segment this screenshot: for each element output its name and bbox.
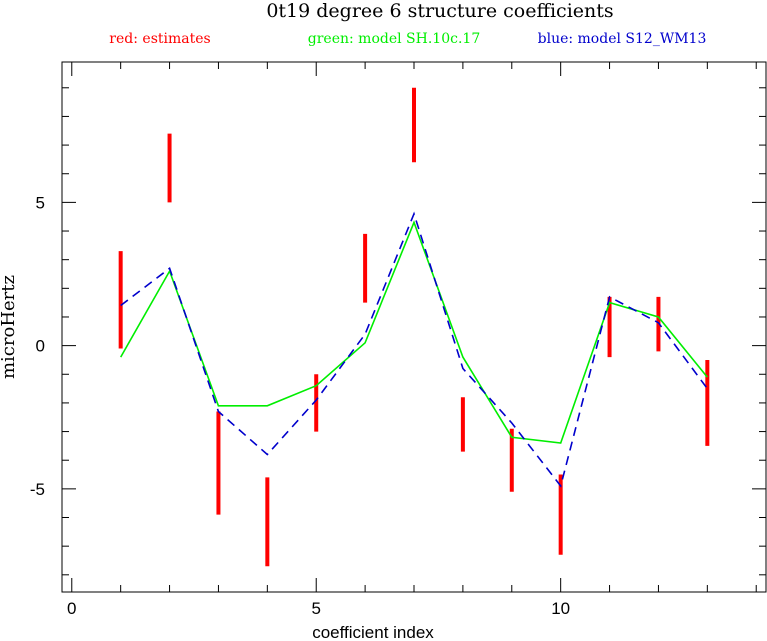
series-line-0 (120, 220, 708, 444)
legend: red: estimates green: model SH.10c.17 blue… (109, 31, 706, 47)
y-axis: -5 0 5 (30, 87, 766, 576)
model-series (120, 211, 708, 488)
x-axis-label: coefficient index (312, 623, 434, 641)
chart-title: 0t19 degree 6 structure coefficients (266, 0, 613, 22)
series-line-1 (120, 211, 708, 488)
x-axis: 0 5 10 (67, 62, 757, 618)
x-tick-label: 10 (551, 599, 570, 618)
x-tick-label: 0 (67, 599, 76, 618)
x-tick-label: 5 (311, 599, 320, 618)
legend-entry-2: blue: model S12_WM13 (538, 31, 707, 47)
y-tick-label: 5 (36, 193, 45, 212)
y-tick-label: -5 (30, 480, 45, 499)
y-axis-label: microHertz (0, 275, 19, 379)
legend-entry-0: red: estimates (109, 31, 210, 47)
y-tick-label: 0 (36, 337, 45, 356)
legend-entry-1: green: model SH.10c.17 (308, 31, 480, 47)
estimates-error-bars (118, 87, 710, 567)
